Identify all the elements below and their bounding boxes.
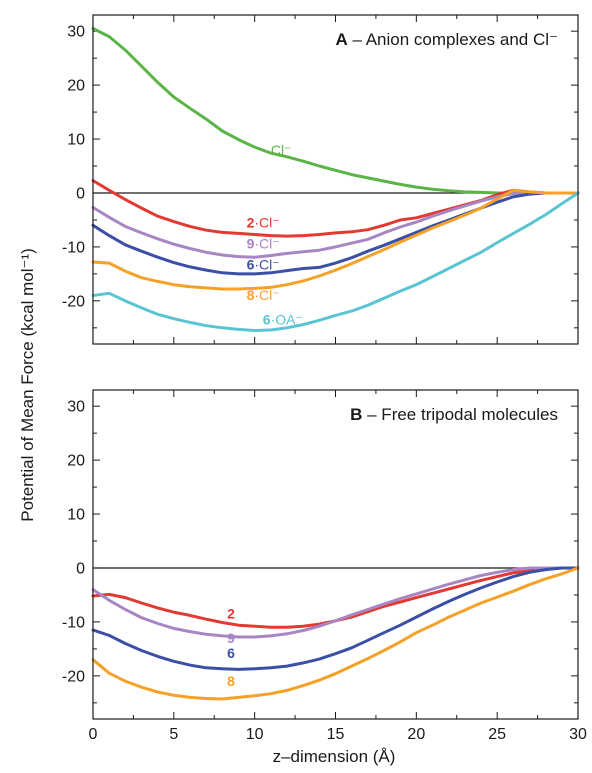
x-tick-label: 20 (407, 726, 425, 743)
x-axis-title: z–dimension (Å) (273, 747, 396, 766)
series-line (91, 566, 580, 639)
series-line (91, 27, 580, 195)
panel-title: B – Free tripodal molecules (350, 405, 558, 424)
y-tick-label: 30 (67, 24, 85, 41)
x-tick-label: 15 (327, 726, 345, 743)
y-axis-title: Potential of Mean Force (kcal mol⁻¹) (18, 248, 37, 522)
y-tick-label: -20 (62, 293, 85, 310)
y-tick-label: -20 (62, 668, 85, 685)
series-line (91, 188, 580, 291)
series-label: 2 (227, 606, 235, 622)
y-tick-label: 0 (76, 185, 85, 202)
y-tick-label: -10 (62, 239, 85, 256)
x-tick-label: 0 (89, 726, 98, 743)
series-line (91, 566, 580, 629)
series-line (91, 191, 580, 276)
series-line (91, 190, 580, 259)
panel-b: 0 5 10 15 20 25 30 -20 -10 0 10 20 30 2 96 8 B – Free tr… (62, 389, 587, 743)
y-tick-label: 30 (67, 399, 85, 416)
series-label: Cl⁻ (271, 142, 292, 158)
panel-a: -20 -10 0 10 20 30 Cl⁻ 2·Cl⁻ 9·Cl⁻ 6·Cl⁻ 8·Cl⁻ 6·OA… (62, 14, 580, 345)
y-tick-label: 10 (67, 507, 85, 524)
series-line (91, 191, 580, 332)
x-tick-label: 25 (488, 726, 506, 743)
series-label: 9 (227, 630, 235, 646)
y-tick-label: 10 (67, 132, 85, 149)
series-label: 6 (227, 645, 235, 661)
x-tick-label: 10 (246, 726, 264, 743)
series-label: 6·Cl⁻ (247, 257, 280, 273)
x-tick-label: 30 (569, 726, 587, 743)
series-label: 9·Cl⁻ (247, 236, 280, 252)
y-tick-label: -10 (62, 614, 85, 631)
plot-frame (92, 14, 579, 345)
series-line (91, 179, 580, 238)
series-line (91, 566, 580, 671)
series-line (91, 566, 580, 701)
series-label: 8·Cl⁻ (247, 287, 280, 303)
x-tick-label: 5 (169, 726, 178, 743)
y-tick-label: 0 (76, 560, 85, 577)
series-label: 8 (227, 673, 235, 689)
plot-frame (92, 389, 579, 720)
series-label: 6·OA⁻ (263, 312, 303, 328)
y-tick-label: 20 (67, 78, 85, 95)
y-tick-label: 20 (67, 453, 85, 470)
panel-title: A – Anion complexes and Cl⁻ (335, 30, 558, 49)
series-label: 2·Cl⁻ (247, 215, 280, 231)
